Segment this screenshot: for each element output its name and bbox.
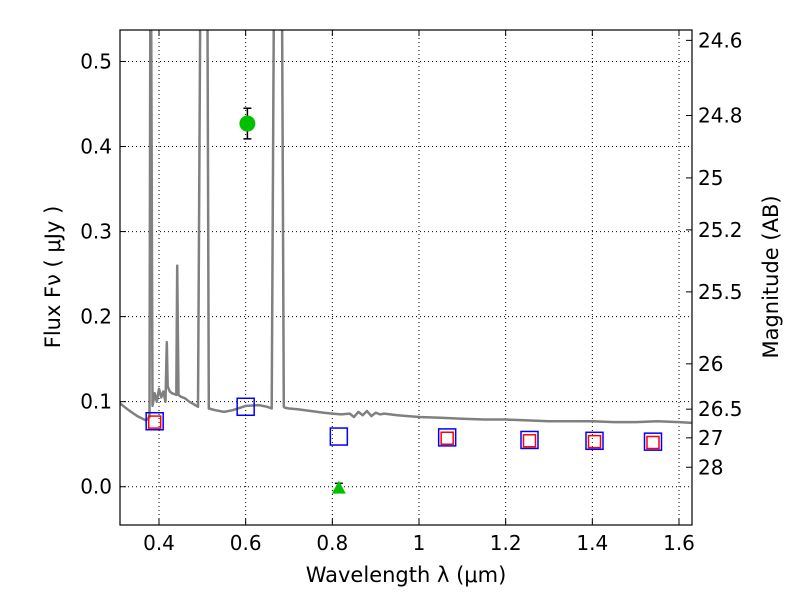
y-tick-label: 0.2: [80, 305, 112, 329]
y-tick-label: 0.5: [80, 49, 112, 73]
blue-square-marker: [145, 411, 164, 431]
blue-square-marker: [520, 430, 539, 450]
x-tick-label: 0.6: [230, 531, 262, 555]
tick-labels: 0.4 0.6 0.8 1 1.2 1.4 1.6 0.0 0.1 0.2 0.3 0.4 0.5 24.…: [80, 28, 742, 555]
plot-area: [120, 30, 692, 494]
blue-square-marker: [236, 397, 255, 417]
red-square-marker: [587, 434, 602, 449]
red-square-marker: [147, 415, 162, 429]
y-axis-label: Flux Fν ( μJy ): [41, 206, 65, 349]
red-square-marker: [440, 431, 454, 445]
blue-square-marker: [329, 427, 349, 446]
right-tick-label: 25.2: [698, 218, 743, 242]
blue-square-marker: [437, 428, 457, 447]
right-tick-label: 24.8: [698, 103, 743, 127]
blue-square-marker: [585, 431, 604, 451]
right-tick-label: 28: [698, 455, 723, 479]
x-tick-label: 0.4: [143, 531, 175, 555]
red-square-marker: [646, 435, 660, 450]
y-tick-label: 0.1: [80, 390, 112, 414]
green-triangle-marker: [331, 480, 346, 494]
right-tick-label: 25.5: [698, 280, 743, 304]
right-tick-label: 26.5: [698, 397, 743, 421]
x-tick-label: 0.8: [316, 531, 348, 555]
y-tick-label: 0.0: [80, 475, 112, 499]
spectrum-line: [120, 30, 692, 425]
x-tick-label: 1.4: [576, 531, 608, 555]
right-tick-label: 26: [698, 352, 723, 376]
right-tick-label: 25: [698, 166, 723, 190]
grid: [120, 30, 692, 525]
red-square-marker: [522, 434, 537, 448]
green-circle-marker: [239, 115, 256, 132]
x-tick-label: 1.2: [490, 531, 522, 555]
y-axis-label-right: Magnitude (AB): [759, 195, 783, 358]
y-tick-label: 0.4: [80, 135, 112, 159]
x-axis-label: Wavelength λ (μm): [306, 563, 507, 587]
right-tick-label: 24.6: [698, 28, 743, 52]
x-tick-label: 1.6: [663, 531, 695, 555]
ticks: [120, 30, 692, 525]
plot-background: [120, 30, 692, 525]
plot-frame: [119, 29, 693, 526]
right-tick-label: 27: [698, 426, 723, 450]
y-tick-label: 0.3: [80, 220, 112, 244]
x-tick-label: 1: [413, 531, 426, 555]
blue-square-marker: [643, 432, 663, 451]
